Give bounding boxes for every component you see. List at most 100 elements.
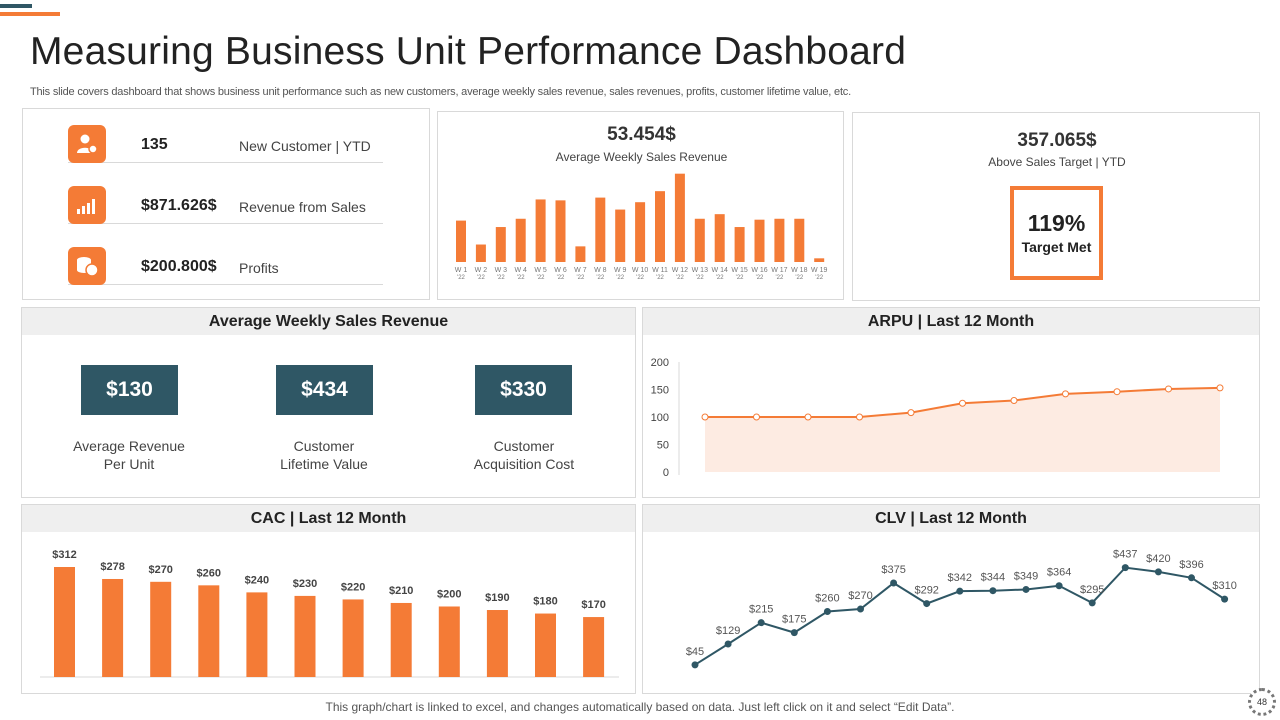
data-point xyxy=(1055,582,1063,590)
tick-label: W 5 xyxy=(534,267,547,274)
data-point xyxy=(959,399,966,407)
data-point xyxy=(907,409,915,417)
weekly-sales-chart: W 1'22W 2'22W 3'22W 4'22W 5'22W 6'22W 7'… xyxy=(455,173,827,281)
tick-label: '22 xyxy=(517,275,525,281)
bar xyxy=(198,585,220,677)
data-label: $312 xyxy=(52,549,76,561)
tick-label: W 16 xyxy=(751,267,767,274)
tick-label: W 12 xyxy=(672,267,688,274)
bar xyxy=(774,218,785,262)
data-label: $396 xyxy=(1179,559,1203,571)
tick-label: W 1 xyxy=(455,267,468,274)
bar xyxy=(674,173,685,262)
data-point xyxy=(804,413,812,421)
clv-panel: CLV | Last 12 Month $45 $129 $215 $175 $260 $… xyxy=(642,504,1260,694)
money-label-line: Acquisition Cost xyxy=(473,456,575,472)
tick-label: W 13 xyxy=(692,267,708,274)
tick-label: W 2 xyxy=(475,267,488,274)
data-label: $210 xyxy=(389,585,413,597)
data-point xyxy=(923,600,931,608)
tick-label: W 14 xyxy=(712,267,728,274)
bar xyxy=(515,218,526,262)
page-subtitle: This slide covers dashboard that shows b… xyxy=(30,86,851,98)
data-label: $310 xyxy=(1212,580,1236,592)
data-label: $270 xyxy=(148,564,172,576)
kpi-value: $871.626$ xyxy=(141,197,217,214)
data-point xyxy=(1165,385,1172,393)
bar xyxy=(655,191,665,262)
kpi-revenue: $871.626$ Revenue from Sales xyxy=(68,184,383,224)
tick-label: '22 xyxy=(656,275,664,281)
customer-icon xyxy=(68,125,106,163)
data-point xyxy=(989,587,997,595)
data-label: $260 xyxy=(197,567,221,579)
data-point xyxy=(701,413,709,421)
y-tick-label: 0 xyxy=(663,467,669,479)
tick-label: '22 xyxy=(537,275,545,281)
data-point xyxy=(823,608,831,616)
bar xyxy=(294,595,316,677)
tick-label: W 7 xyxy=(574,267,587,274)
avg-weekly-panel: Average Weekly Sales Revenue $130 $434 $… xyxy=(21,307,636,498)
tick-label: '22 xyxy=(636,275,644,281)
tick-label: '22 xyxy=(497,275,505,281)
data-label: $270 xyxy=(848,590,872,602)
coins-icon xyxy=(68,247,106,285)
bar xyxy=(714,214,725,262)
data-label: $437 xyxy=(1113,549,1137,561)
target-percent: 119% xyxy=(1027,210,1086,236)
bar xyxy=(475,244,486,262)
tick-label: '22 xyxy=(477,275,485,281)
tick-label: '22 xyxy=(795,275,803,281)
arpu-panel: ARPU | Last 12 Month 200 150 100 50 0 xyxy=(642,307,1260,498)
tick-label: '22 xyxy=(736,275,744,281)
bar xyxy=(794,218,805,262)
data-label: $220 xyxy=(341,581,365,593)
bar xyxy=(246,592,268,677)
data-point xyxy=(1188,574,1195,582)
data-point xyxy=(857,605,864,613)
tick-label: W 3 xyxy=(495,267,508,274)
footer-note: This graph/chart is linked to excel, and… xyxy=(325,700,955,714)
data-label: $344 xyxy=(981,572,1005,584)
kpi-label: Profits xyxy=(239,260,279,276)
bar xyxy=(754,219,765,262)
data-point xyxy=(890,579,898,587)
bar xyxy=(390,602,412,677)
data-label: $240 xyxy=(245,574,269,586)
tick-label: '22 xyxy=(716,275,724,281)
data-point xyxy=(1121,564,1129,572)
tick-label: W 10 xyxy=(632,267,648,274)
money-label: Customer Acquisition Cost xyxy=(439,437,609,473)
data-point xyxy=(1216,384,1224,392)
tick-label: W 15 xyxy=(731,267,747,274)
kpi-label: New Customer | YTD xyxy=(239,138,371,154)
tick-label: W 19 xyxy=(811,267,827,274)
tick-label: W 8 xyxy=(594,267,607,274)
data-point xyxy=(1221,595,1229,603)
bar xyxy=(456,220,466,262)
bar-signal-icon xyxy=(68,186,106,224)
money-label-line: Customer xyxy=(293,438,355,454)
kpi-panel: 135 New Customer | YTD $871.626$ Revenue… xyxy=(22,108,430,300)
data-label: $230 xyxy=(293,578,317,590)
bar xyxy=(635,202,646,262)
money-label-line: Average Revenue xyxy=(73,438,185,454)
tick-label: '22 xyxy=(616,275,624,281)
money-label: Customer Lifetime Value xyxy=(239,437,409,473)
kpi-profits: $200.800$ Profits xyxy=(68,245,383,285)
kpi-value: 135 xyxy=(141,136,168,153)
data-label: $420 xyxy=(1146,553,1170,565)
data-label: $292 xyxy=(914,585,938,597)
bar xyxy=(486,610,508,677)
cac-panel: CAC | Last 12 Month $312 $278 $270 $260 $240… xyxy=(21,504,636,694)
cac-chart: $312 $278 $270 $260 $240 $230 $220 $210 $200 $190… xyxy=(40,549,619,678)
money-label-line: Lifetime Value xyxy=(280,456,368,472)
sales-target-panel: 357.065$ Above Sales Target | YTD 119% T… xyxy=(852,112,1260,301)
data-point xyxy=(1022,585,1030,593)
bar xyxy=(734,227,745,262)
data-point xyxy=(1113,388,1121,396)
data-label: $342 xyxy=(948,572,972,584)
data-point xyxy=(790,629,798,637)
data-point xyxy=(856,413,863,421)
